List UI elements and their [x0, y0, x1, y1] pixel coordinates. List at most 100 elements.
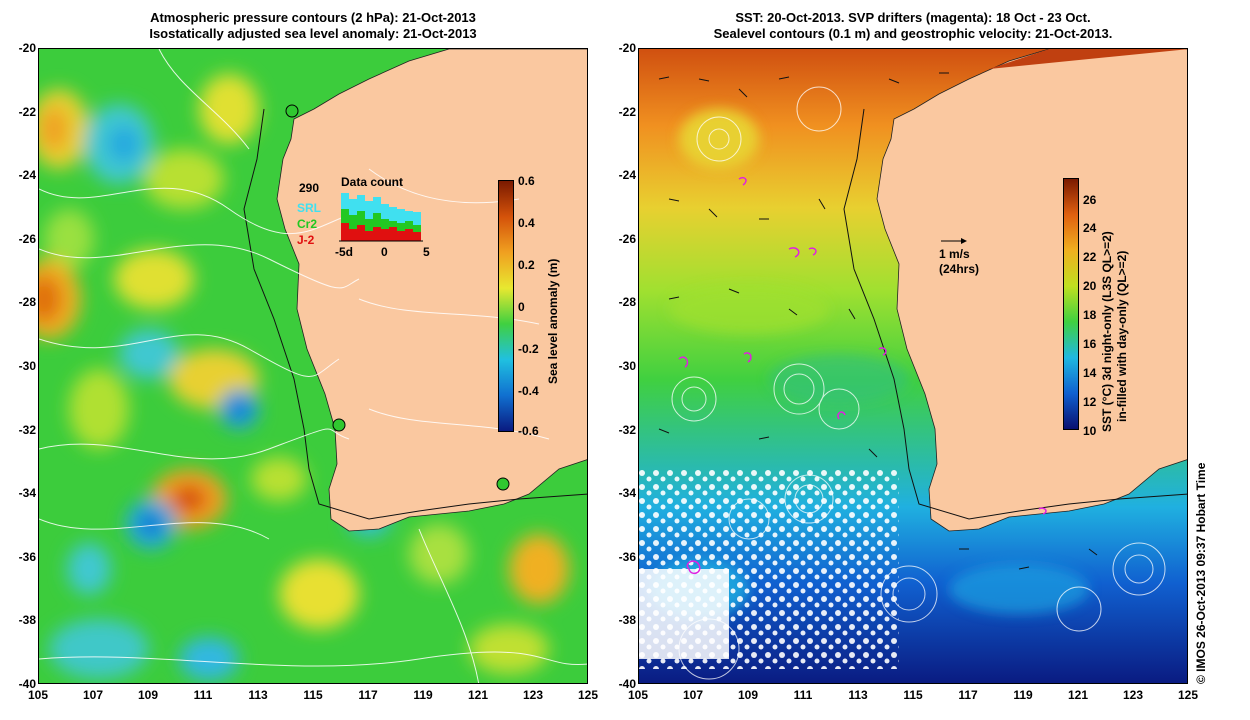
- x-tick: 115: [303, 688, 323, 702]
- y-tick: -26: [618, 232, 636, 246]
- y-tick: -40: [18, 677, 36, 691]
- tide-gauge-marker: [285, 104, 299, 118]
- y-tick: -30: [618, 359, 636, 373]
- inset-xtick: 5: [423, 245, 430, 259]
- x-tick: 119: [1013, 688, 1033, 702]
- sla-colorbar-tick: -0.6: [518, 424, 539, 438]
- land-top-right-warm: [989, 49, 1187, 69]
- y-tick: -38: [18, 613, 36, 627]
- sst-colorbar-label-2: in-filled with day-only (QL>=2): [1115, 250, 1129, 422]
- y-tick: -34: [18, 486, 36, 500]
- sst-colorbar-tick: 18: [1083, 308, 1097, 322]
- inset-legend-cr2: Cr2: [297, 217, 318, 231]
- y-tick: -24: [618, 168, 636, 182]
- shelf-contour-left: [243, 108, 587, 520]
- inset-title: Data count: [341, 175, 404, 189]
- sla-map-graphic: [39, 49, 587, 683]
- inset-legend-j2: J-2: [297, 233, 315, 247]
- scale-arrow-sublabel: (24hrs): [939, 262, 980, 276]
- y-tick: -36: [18, 550, 36, 564]
- x-tick: 107: [82, 688, 104, 702]
- x-tick: 117: [358, 688, 378, 702]
- x-tick: 125: [577, 688, 599, 702]
- inset-legend-srl: SRL: [297, 201, 321, 215]
- inset-xtick: -5d: [335, 245, 353, 259]
- sst-colorbar-tick: 10: [1083, 424, 1097, 438]
- sla-anomaly-blobs: [39, 74, 569, 681]
- y-tick: -38: [618, 613, 636, 627]
- inset-count: 290: [299, 181, 320, 195]
- sst-map-graphic: [639, 49, 1187, 683]
- sst-colorbar-tick: 26: [1083, 193, 1097, 207]
- svp-drifter-tracks: [678, 176, 1047, 575]
- sst-colorbar-label: SST (°C) 3d night-only (L3S QL>=2): [1100, 231, 1114, 432]
- pressure-contours: [39, 49, 587, 683]
- right-title: SST: 20-Oct-2013. SVP drifters (magenta)…: [638, 10, 1188, 42]
- left-title-line2: Isostatically adjusted sea level anomaly…: [149, 26, 477, 41]
- sla-colorbar-tick: 0.4: [518, 216, 535, 230]
- sla-colorbar-tick: -0.2: [518, 342, 539, 356]
- x-tick: 105: [627, 688, 649, 702]
- x-tick: 121: [467, 688, 489, 702]
- x-tick: 105: [27, 688, 49, 702]
- y-tick: -24: [18, 168, 36, 182]
- x-tick: 111: [193, 688, 213, 702]
- x-tick: 123: [522, 688, 544, 702]
- sst-colorbar-tick: 12: [1083, 395, 1097, 409]
- velocity-scale-arrow: [941, 238, 967, 244]
- shelf-contour-right: [843, 108, 1187, 520]
- imos-credit: © IMOS 26-Oct-2013 09:37 Hobart Time: [1194, 462, 1208, 684]
- data-count-histogram: [339, 193, 423, 242]
- x-tick: 111: [793, 688, 813, 702]
- tide-gauge-marker: [332, 418, 346, 432]
- x-tick: 109: [737, 688, 759, 702]
- y-tick: -28: [618, 295, 636, 309]
- x-tick: 113: [248, 688, 268, 702]
- sla-colorbar-tick: -0.4: [518, 384, 539, 398]
- sla-colorbar-tick: 0.2: [518, 258, 535, 272]
- right-title-line2: Sealevel contours (0.1 m) and geostrophi…: [713, 26, 1113, 41]
- sla-colorbar-label: Sea level anomaly (m): [546, 258, 560, 384]
- inset-xtick: 0: [381, 245, 388, 259]
- sea-level-anomaly-map: 290 Data count SRL Cr2 J-2 -5d 0 5: [38, 48, 588, 684]
- sealevel-contours: [671, 86, 1166, 680]
- sst-colorbar: [1063, 178, 1079, 430]
- geostrophic-velocity-arrows: [658, 72, 1098, 570]
- australia-land-right: [876, 49, 1187, 532]
- sst-colorbar-tick: 24: [1083, 221, 1097, 235]
- y-tick: -22: [618, 105, 636, 119]
- y-tick: -22: [18, 105, 36, 119]
- sla-colorbar-tick: 0: [518, 300, 525, 314]
- y-tick: -34: [618, 486, 636, 500]
- left-title-line1: Atmospheric pressure contours (2 hPa): 2…: [150, 10, 476, 25]
- left-title: Atmospheric pressure contours (2 hPa): 2…: [38, 10, 588, 42]
- x-tick: 109: [137, 688, 159, 702]
- sst-colorbar-tick: 22: [1083, 250, 1097, 264]
- y-tick: -36: [618, 550, 636, 564]
- x-tick: 115: [903, 688, 923, 702]
- scale-arrow-label: 1 m/s: [939, 247, 970, 261]
- y-tick: -28: [18, 295, 36, 309]
- tide-gauge-marker: [496, 477, 510, 491]
- x-tick: 123: [1122, 688, 1144, 702]
- sst-colorbar-tick: 16: [1083, 337, 1097, 351]
- sst-colorbar-tick: 14: [1083, 366, 1097, 380]
- x-tick: 121: [1067, 688, 1089, 702]
- sla-colorbar-tick: 0.6: [518, 174, 535, 188]
- x-tick: 119: [413, 688, 433, 702]
- y-tick: -32: [18, 423, 36, 437]
- y-tick: -40: [618, 677, 636, 691]
- sla-colorbar: [498, 180, 514, 432]
- x-tick: 117: [958, 688, 978, 702]
- sst-map: 1 m/s (24hrs): [638, 48, 1188, 684]
- y-tick: -20: [618, 41, 636, 55]
- y-tick: -26: [18, 232, 36, 246]
- x-tick: 113: [848, 688, 868, 702]
- sst-colorbar-tick: 20: [1083, 279, 1097, 293]
- y-tick: -32: [618, 423, 636, 437]
- y-tick: -20: [18, 41, 36, 55]
- x-tick: 107: [682, 688, 704, 702]
- y-tick: -30: [18, 359, 36, 373]
- cloud-gaps: [639, 569, 729, 659]
- x-tick: 125: [1177, 688, 1199, 702]
